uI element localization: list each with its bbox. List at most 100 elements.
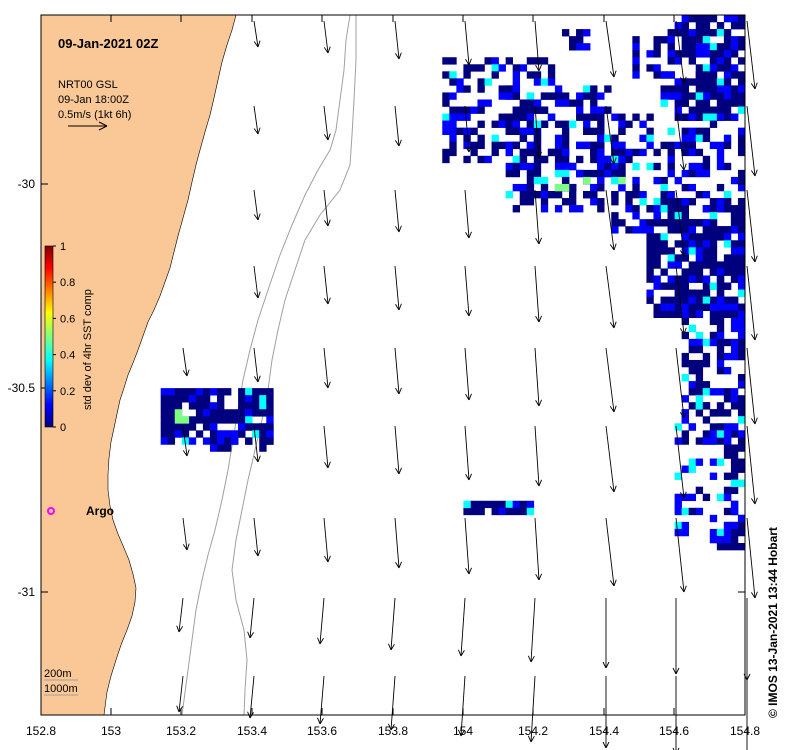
sst-pixel — [702, 92, 711, 100]
sst-pixel — [702, 15, 711, 23]
sst-pixel — [611, 219, 619, 227]
current-arrow-head — [395, 304, 400, 311]
sst-pixel — [646, 261, 654, 269]
sst-pixel — [737, 43, 746, 51]
sst-pixel — [449, 71, 457, 79]
sst-pixel — [533, 162, 542, 171]
sst-pixel — [723, 113, 732, 121]
sst-pixel — [519, 99, 528, 107]
sst-pixel — [160, 409, 169, 417]
sst-pixel — [174, 430, 183, 438]
sst-pixel — [723, 233, 732, 241]
sst-pixel — [646, 113, 654, 121]
sst-pixel — [512, 205, 521, 213]
sst-pixel — [730, 275, 739, 283]
current-arrow-head — [683, 491, 687, 499]
sst-pixel — [681, 409, 689, 417]
current-arrow-head — [253, 456, 259, 463]
sst-pixel — [737, 444, 746, 452]
current-arrow-head — [327, 219, 331, 227]
sst-pixel — [533, 99, 542, 107]
contour-label-200m: 200m — [44, 668, 72, 680]
sst-pixel — [217, 430, 225, 438]
sst-pixel — [160, 388, 169, 396]
sst-pixel — [526, 198, 535, 206]
sst-pixel — [695, 64, 704, 72]
sst-pixel — [512, 85, 521, 93]
sst-pixel — [526, 141, 535, 150]
sst-pixel — [737, 141, 746, 150]
sst-pixel — [674, 29, 682, 37]
sst-pixel — [167, 430, 176, 438]
sst-pixel — [681, 233, 689, 241]
current-arrow-head — [527, 655, 532, 663]
current-arrow — [675, 425, 685, 499]
sst-pixel — [533, 141, 542, 150]
sst-pixel — [653, 71, 661, 79]
current-arrow — [534, 105, 540, 159]
sst-pixel — [695, 507, 704, 516]
current-arrow — [464, 20, 470, 66]
sst-pixel — [737, 352, 746, 361]
sst-pixel — [737, 395, 746, 403]
sst-pixel — [174, 388, 183, 396]
x-tick-label: 154 — [453, 724, 473, 738]
current-arrow-head — [613, 579, 617, 587]
colorbar-label: std dev of 4hr SST comp — [82, 289, 94, 410]
sst-pixel — [526, 176, 535, 185]
sst-pixel — [561, 29, 570, 37]
sst-pixel — [266, 409, 274, 417]
x-tick-label: 154.2 — [518, 724, 548, 738]
sst-pixel — [681, 50, 689, 58]
colorbar-tick-label: 0 — [60, 422, 66, 434]
sst-pixel — [709, 409, 718, 417]
sst-pixel — [167, 423, 176, 431]
sst-pixel — [730, 528, 739, 537]
sst-pixel — [737, 409, 746, 417]
sst-pixel — [674, 493, 682, 502]
sst-pixel — [505, 85, 513, 93]
x-tick-label: 153.4 — [237, 724, 267, 738]
current-arrow — [534, 517, 540, 581]
sst-pixel — [667, 162, 675, 171]
sst-pixel — [632, 57, 640, 65]
sst-pixel — [209, 430, 218, 438]
sst-pixel — [709, 120, 718, 128]
current-arrow-head — [751, 592, 756, 599]
sst-pixel — [667, 205, 675, 213]
sst-pixel — [695, 127, 704, 135]
sst-pixel — [611, 198, 619, 206]
sst-pixel — [709, 29, 718, 37]
sst-pixel — [540, 106, 549, 114]
sst-pixel — [730, 310, 739, 319]
sst-pixel — [195, 430, 204, 438]
sst-pixel — [519, 148, 528, 157]
sst-pixel — [202, 437, 211, 445]
sst-pixel — [730, 85, 739, 93]
sst-pixel — [611, 191, 619, 199]
sst-pixel — [674, 423, 682, 431]
sst-pixel — [688, 289, 697, 297]
sst-pixel — [533, 78, 542, 86]
sst-pixel — [688, 402, 697, 410]
sst-pixel — [540, 78, 549, 86]
sst-pixel — [181, 437, 190, 445]
sst-pixel — [702, 296, 711, 304]
sst-pixel — [737, 458, 746, 466]
sst-pixel — [723, 36, 732, 44]
current-arrow-head — [609, 486, 615, 493]
sst-pixel — [695, 22, 704, 30]
sst-pixel — [484, 57, 492, 65]
sst-pixel — [681, 465, 689, 473]
current-arrow-head — [530, 735, 535, 743]
current-arrow-head — [398, 467, 402, 475]
current-arrow-head — [458, 649, 462, 657]
sst-pixel — [167, 402, 176, 410]
sst-pixel — [540, 183, 549, 192]
sst-pixel — [681, 85, 689, 93]
sst-pixel — [723, 191, 732, 199]
sst-pixel — [667, 127, 675, 135]
sst-stddev-field — [160, 15, 746, 551]
sst-pixel — [674, 176, 682, 185]
current-arrow-head — [257, 455, 261, 463]
